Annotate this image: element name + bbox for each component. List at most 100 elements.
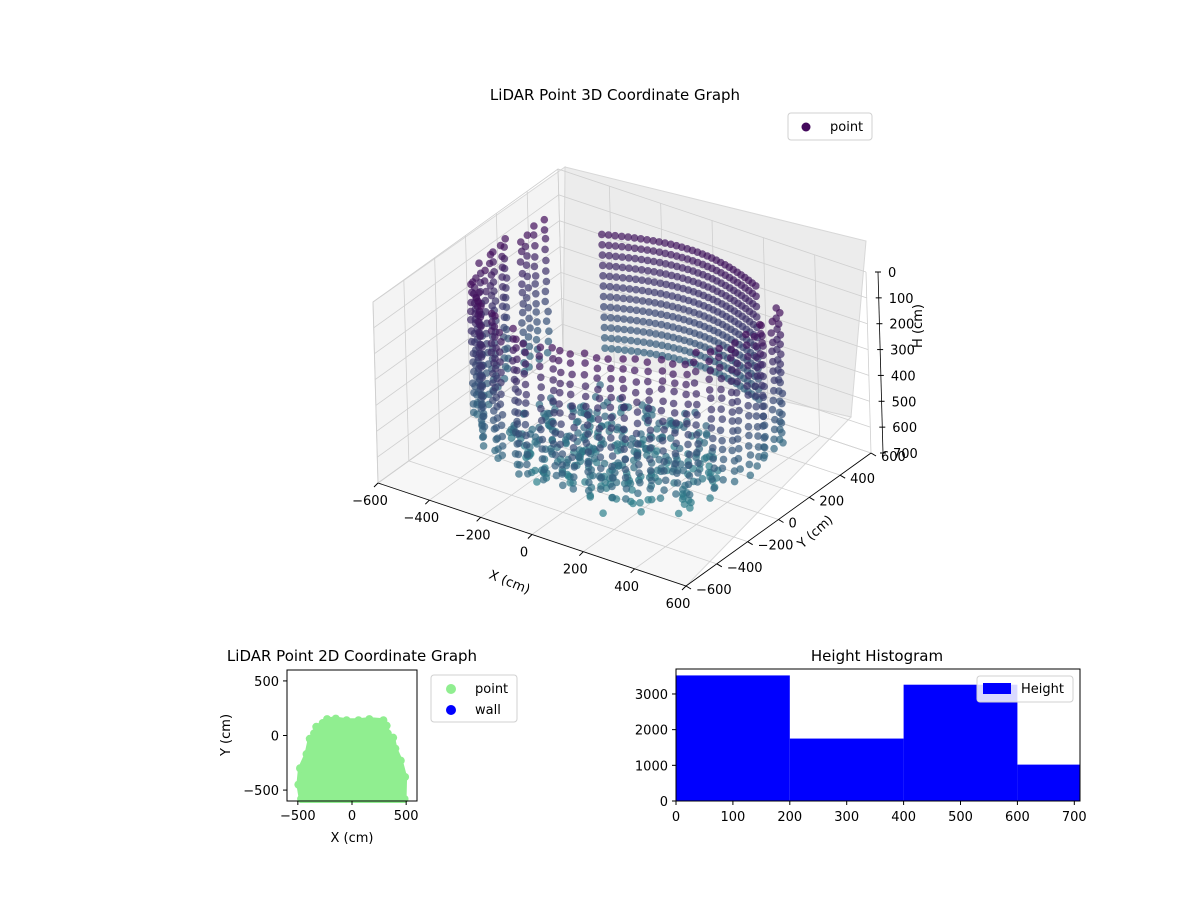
chart-3d-points bbox=[467, 215, 787, 518]
y-tick-3d bbox=[716, 563, 723, 568]
point-3d bbox=[621, 455, 629, 464]
point-3d bbox=[625, 274, 634, 283]
y-tick-label-2d: 0 bbox=[271, 730, 279, 745]
point-3d bbox=[520, 370, 528, 378]
point-3d bbox=[778, 410, 786, 419]
point-3d bbox=[669, 399, 678, 408]
point-3d bbox=[584, 468, 592, 476]
point-3d bbox=[517, 247, 526, 256]
point-3d bbox=[537, 425, 545, 434]
point-3d bbox=[530, 262, 539, 271]
point-3d bbox=[707, 394, 715, 403]
point-3d bbox=[733, 359, 742, 368]
point-3d bbox=[730, 477, 739, 486]
point-3d bbox=[645, 298, 653, 306]
point-3d bbox=[487, 271, 496, 279]
point-3d bbox=[477, 353, 486, 361]
point-3d bbox=[768, 405, 777, 414]
point-3d bbox=[706, 494, 714, 502]
point-3d bbox=[613, 314, 622, 323]
point-3d bbox=[745, 431, 753, 440]
grid-line-3d bbox=[403, 279, 410, 461]
point-3d bbox=[477, 302, 485, 311]
point-3d bbox=[595, 424, 604, 433]
point-3d bbox=[644, 416, 653, 425]
point-3d bbox=[537, 393, 545, 402]
point-3d bbox=[605, 251, 613, 260]
chart-3d-legend-label: point bbox=[830, 120, 863, 135]
point-3d bbox=[614, 462, 623, 470]
point-3d bbox=[574, 429, 582, 437]
point-3d bbox=[651, 299, 659, 307]
point-3d bbox=[559, 481, 567, 490]
point-3d bbox=[497, 378, 505, 387]
point-3d bbox=[619, 365, 627, 373]
chart-2d-legend-label-wall: wall bbox=[475, 703, 501, 718]
point-3d bbox=[619, 355, 627, 363]
point-3d bbox=[670, 409, 679, 417]
point-3d bbox=[752, 302, 761, 311]
point-3d bbox=[531, 280, 539, 288]
point-3d bbox=[613, 304, 621, 312]
point-3d bbox=[694, 459, 702, 467]
point-3d bbox=[656, 289, 665, 298]
point-3d bbox=[594, 385, 602, 394]
point-3d bbox=[716, 363, 724, 372]
point-3d bbox=[660, 486, 668, 494]
point-3d bbox=[525, 342, 534, 351]
point-3d bbox=[717, 374, 726, 383]
point-3d bbox=[498, 442, 507, 450]
y-tick-label-hist: 3000 bbox=[635, 688, 668, 703]
point-3d bbox=[581, 392, 590, 401]
point-3d bbox=[606, 282, 614, 291]
point-3d bbox=[498, 273, 507, 281]
point-3d bbox=[607, 314, 615, 322]
point-3d bbox=[710, 464, 718, 473]
point-3d bbox=[479, 412, 488, 421]
point-3d bbox=[777, 419, 786, 427]
point-3d bbox=[744, 391, 752, 399]
point-3d bbox=[630, 366, 639, 375]
point-3d bbox=[735, 406, 743, 415]
point-3d bbox=[633, 398, 641, 407]
chart-3d-zlabel: H (cm) bbox=[911, 304, 926, 348]
point-3d bbox=[604, 355, 612, 363]
point-3d bbox=[646, 485, 654, 493]
point-3d bbox=[514, 450, 523, 459]
x-tick-label-3d: −600 bbox=[352, 494, 388, 509]
point-3d bbox=[682, 390, 690, 399]
point-3d bbox=[543, 348, 552, 357]
point-3d bbox=[760, 443, 769, 452]
point-3d bbox=[549, 365, 557, 373]
point-3d bbox=[692, 390, 701, 398]
point-3d bbox=[544, 307, 552, 316]
x-tick-label-hist: 200 bbox=[777, 810, 802, 825]
point-3d bbox=[669, 344, 678, 352]
point-3d bbox=[632, 378, 641, 386]
y-tick-3d bbox=[839, 474, 846, 479]
point-3d bbox=[736, 465, 744, 473]
y-tick-3d bbox=[685, 585, 692, 590]
point-3d bbox=[663, 332, 672, 341]
point-3d bbox=[745, 460, 754, 469]
point-3d bbox=[662, 270, 670, 278]
point-3d bbox=[668, 281, 676, 290]
histogram-bars bbox=[676, 675, 1080, 801]
scatter-2d-point bbox=[323, 715, 332, 724]
point-3d bbox=[667, 271, 676, 280]
point-3d bbox=[496, 400, 505, 409]
point-3d bbox=[487, 291, 496, 300]
point-3d bbox=[526, 324, 534, 332]
point-3d bbox=[659, 397, 667, 406]
point-3d bbox=[691, 367, 700, 376]
point-3d bbox=[593, 374, 601, 383]
point-3d bbox=[622, 485, 631, 493]
point-3d bbox=[635, 469, 643, 477]
point-3d bbox=[582, 439, 591, 447]
point-3d bbox=[549, 419, 558, 428]
point-3d bbox=[669, 370, 677, 379]
point-3d bbox=[728, 446, 736, 455]
point-3d bbox=[601, 412, 609, 421]
point-3d bbox=[620, 336, 629, 344]
point-3d bbox=[614, 335, 622, 343]
